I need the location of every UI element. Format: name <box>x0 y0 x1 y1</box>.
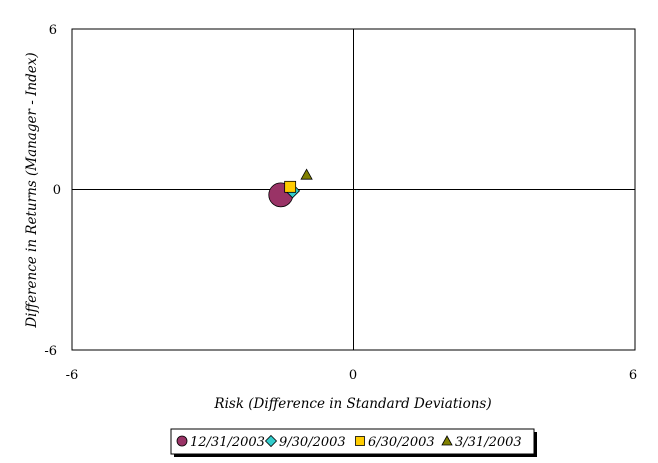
legend-marker-triangle <box>441 435 453 446</box>
y-tick-label-mid: 0 <box>53 183 61 198</box>
legend-label: 3/31/2003 <box>455 435 522 450</box>
y-axis-title: Difference in Returns (Manager - Index) <box>24 52 40 328</box>
x-tick-label-mid: 0 <box>349 368 357 383</box>
y-tick-label-top: 6 <box>49 23 57 38</box>
x-tick-label-left: -6 <box>66 368 79 383</box>
legend-item-1: 9/30/2003 <box>264 434 346 450</box>
data-markers <box>268 168 313 208</box>
data-point-triangle-3 <box>300 168 313 180</box>
x-tick-label-right: 6 <box>629 368 637 383</box>
legend-marker-circle <box>176 435 188 447</box>
y-tick-label-bottom: -6 <box>44 344 57 359</box>
legend-item-0: 12/31/2003 <box>176 435 265 450</box>
data-point-square-2 <box>284 180 297 193</box>
legend-marker-square <box>355 436 365 446</box>
legend-label: 6/30/2003 <box>368 435 435 450</box>
legend-item-2: 6/30/2003 <box>355 435 435 450</box>
legend-marker-diamond <box>264 434 278 448</box>
legend-label: 9/30/2003 <box>279 435 346 450</box>
legend-box <box>170 428 535 455</box>
x-axis-title: Risk (Difference in Standard Deviations) <box>213 396 491 412</box>
legend: 12/31/2003 9/30/2003 6/30/2003 3/31/2003 <box>170 428 537 457</box>
legend-label: 12/31/2003 <box>190 435 265 450</box>
legend-item-3: 3/31/2003 <box>441 435 522 450</box>
